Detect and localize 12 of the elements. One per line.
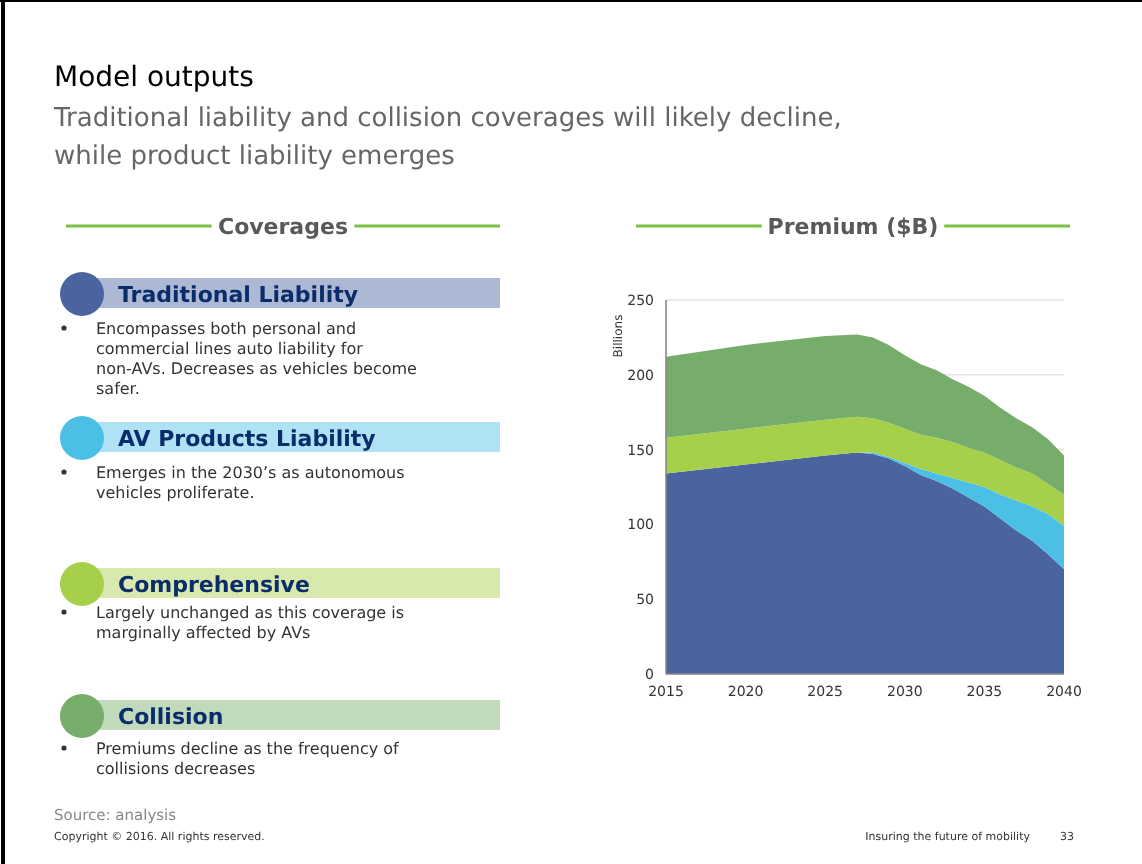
text: Largely unchanged as this coverage is marginally affected by AVs xyxy=(96,604,405,642)
text: Traditional liability and collision coverages will likely decline, while product liability emerges xyxy=(52,104,842,172)
text: Emerges in the 2030’s as autonomous vehicles proliferate. xyxy=(96,464,405,502)
legend-label: Comprehensive xyxy=(118,572,310,598)
chart-title: Premium ($B) xyxy=(767,214,939,240)
text: Model outputs xyxy=(54,62,254,94)
text: Encompasses both personal and commercial lines auto liability for non-AVs. Decreases as vehicles become safer. xyxy=(96,320,418,398)
legend-label: Collision xyxy=(118,704,224,730)
legend-label: Traditional Liability xyxy=(118,282,359,308)
text: Premiums decline as the frequency of collisions decreases xyxy=(96,740,400,778)
legend-label: AV Products Liability xyxy=(118,426,376,452)
legend-title: Coverages xyxy=(218,214,349,240)
